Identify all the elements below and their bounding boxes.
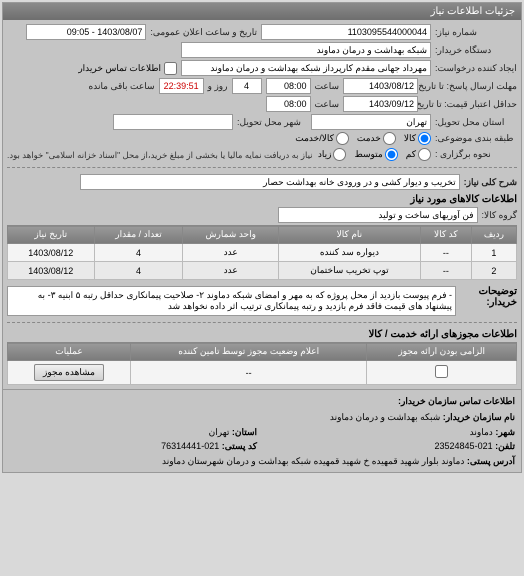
- buyer-contact-chk[interactable]: [164, 62, 177, 75]
- f-tel: 021-23524845: [435, 441, 493, 451]
- city-label: شهر محل تحویل:: [237, 117, 307, 128]
- announce-input[interactable]: [26, 24, 146, 40]
- min-valid-label: حداقل اعتبار قیمت: تا تاریخ:: [422, 99, 517, 110]
- table-row: --مشاهده مجوز: [8, 361, 517, 385]
- panel-title: جزئیات اطلاعات نیاز: [3, 3, 521, 20]
- deadline-send-label: مهلت ارسال پاسخ: تا تاریخ:: [422, 81, 517, 92]
- budget-service[interactable]: خدمت: [357, 132, 396, 145]
- subject-input[interactable]: [80, 174, 460, 190]
- f-prov: تهران: [209, 427, 230, 437]
- announce-label: تاریخ و ساعت اعلان عمومی:: [150, 27, 257, 38]
- goods-section-title: اطلاعات کالاهای مورد نیاز: [7, 194, 517, 205]
- time-label-2: ساعت: [315, 99, 340, 110]
- days-num[interactable]: [232, 78, 262, 94]
- city-input[interactable]: [113, 114, 233, 130]
- f-city: دماوند: [470, 427, 493, 437]
- goods-table: ردیفکد کالانام کالاواحد شمارشتعداد / مقد…: [7, 225, 517, 280]
- f-city-lbl: شهر:: [495, 427, 515, 437]
- f-addr-lbl: آدرس پستی:: [467, 456, 515, 466]
- budget-label: طبقه بندی موضوعی:: [435, 133, 517, 144]
- auth-required-chk[interactable]: [435, 365, 448, 378]
- priority-low[interactable]: کم: [406, 148, 431, 161]
- need-details-panel: جزئیات اطلاعات نیاز شماره نیاز: تاریخ و …: [2, 2, 522, 473]
- goods-group-input[interactable]: [278, 207, 478, 223]
- request-no-label: شماره نیاز:: [435, 27, 517, 38]
- auth-section-title: اطلاعات مجوزهای ارائه خدمت / کالا: [7, 329, 517, 340]
- f-tel-lbl: تلفن:: [495, 441, 515, 451]
- goods-group-label: گروه کالا:: [482, 210, 517, 221]
- subject-label: شرح کلی نیاز:: [464, 177, 517, 188]
- buyer-contact-checkbox[interactable]: اطلاعات تماس خریدار: [78, 62, 177, 75]
- footer-contact: اطلاعات تماس سازمان خریدار: نام سازمان خ…: [3, 389, 521, 472]
- buyer-label: دستگاه خریدار:: [435, 45, 517, 56]
- f-prov-lbl: استان:: [232, 427, 257, 437]
- auth-table: الزامی بودن ارائه مجوزاعلام وضعیت مجوز ت…: [7, 342, 517, 385]
- request-no-input[interactable]: [261, 24, 431, 40]
- divider-2: [7, 322, 517, 323]
- buyer-desc-label: توضیحات خریدار:: [462, 286, 517, 316]
- countdown-timer: 22:39:51: [159, 78, 204, 94]
- min-valid-time[interactable]: [266, 96, 311, 112]
- org-name: شبکه بهداشت و درمان دماوند: [330, 412, 440, 422]
- priority-label: نحوه برگزاری :: [435, 149, 517, 160]
- f-addr: دماوند بلوار شهید قمهیده خ شهید قمهیده ش…: [162, 456, 464, 466]
- priority-high[interactable]: زیاد: [318, 148, 347, 161]
- f-fax-lbl: کد پستی:: [222, 441, 257, 451]
- budget-both[interactable]: کالا/خدمت: [295, 132, 349, 145]
- goods-th: ردیف: [471, 226, 516, 244]
- divider-1: [7, 167, 517, 168]
- note-1: نیاز به دریافت نمایه مالیا یا بخشی از مب…: [7, 150, 313, 161]
- auth-th: الزامی بودن ارائه مجوز: [367, 343, 517, 361]
- table-row[interactable]: 1--دیواره سد کنندهعدد41403/08/12: [8, 244, 517, 262]
- buyer-contact-label: اطلاعات تماس خریدار: [78, 63, 161, 74]
- province-input[interactable]: [311, 114, 431, 130]
- days-label: روز و: [208, 81, 228, 92]
- buyer-desc-text: - فرم پیوست بازدید از محل پروژه که به مه…: [7, 286, 456, 316]
- requester-input[interactable]: [181, 60, 431, 76]
- requester-label: ایجاد کننده درخواست:: [435, 63, 517, 74]
- table-row[interactable]: 2--توپ تخریب ساختمانعدد41403/08/12: [8, 262, 517, 280]
- time-label-1: ساعت: [315, 81, 340, 92]
- view-auth-button[interactable]: مشاهده مجوز: [34, 364, 104, 381]
- remaining-label: ساعت باقی مانده: [89, 81, 155, 92]
- budget-radio-group: کالا خدمت کالا/خدمت: [295, 132, 431, 145]
- footer-title: اطلاعات تماس سازمان خریدار:: [9, 394, 515, 408]
- priority-radio-group: کم متوسط زیاد: [318, 148, 431, 161]
- goods-th: تعداد / مقدار: [94, 226, 183, 244]
- goods-th: کد کالا: [420, 226, 471, 244]
- province-label: استان محل تحویل:: [435, 117, 517, 128]
- budget-goods[interactable]: کالا: [404, 132, 431, 145]
- goods-th: نام کالا: [278, 226, 420, 244]
- org-name-lbl: نام سازمان خریدار:: [443, 412, 515, 422]
- priority-mid[interactable]: متوسط: [354, 148, 397, 161]
- goods-th: واحد شمارش: [183, 226, 279, 244]
- min-valid-date[interactable]: [343, 96, 418, 112]
- auth-th: عملیات: [8, 343, 131, 361]
- deadline-send-date[interactable]: [343, 78, 418, 94]
- f-fax: 021-76314441: [161, 441, 219, 451]
- buyer-input[interactable]: [181, 42, 431, 58]
- deadline-send-time[interactable]: [266, 78, 311, 94]
- goods-th: تاریخ نیاز: [8, 226, 95, 244]
- auth-th: اعلام وضعیت مجوز توسط تامین کننده: [130, 343, 366, 361]
